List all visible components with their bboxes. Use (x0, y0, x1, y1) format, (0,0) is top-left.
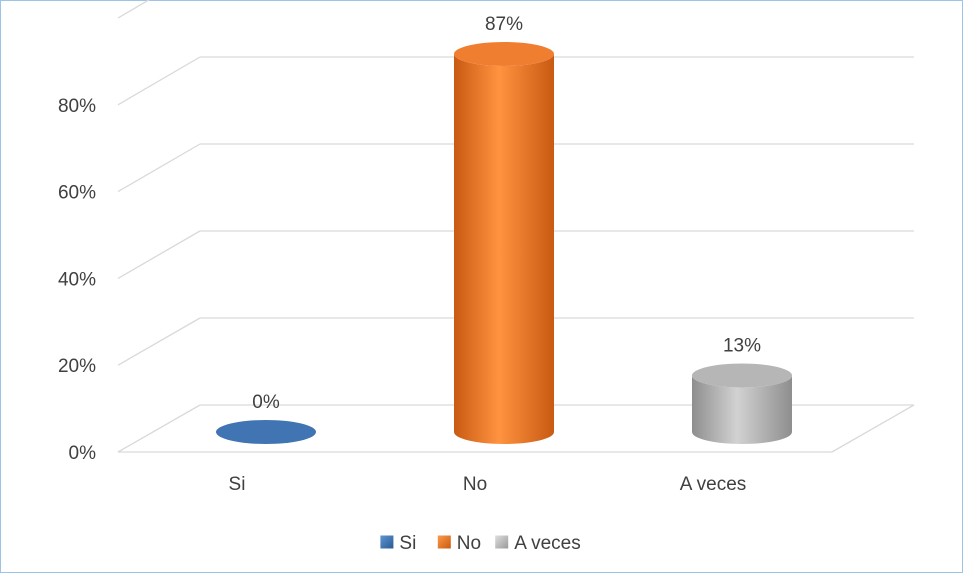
bars (216, 41, 792, 445)
y-tick-label: 20% (58, 356, 96, 377)
legend-label: No (457, 533, 481, 554)
y-tick-label: 40% (58, 269, 96, 290)
legend-label: Si (399, 533, 416, 554)
legend: Si No A veces (380, 533, 581, 554)
gridline-depth (117, 404, 201, 453)
category-label: A veces (680, 474, 747, 495)
legend-swatch (380, 535, 394, 549)
gridline-depth (117, 56, 201, 106)
bar-body (692, 375, 792, 444)
gridline-depth (117, 230, 201, 279)
legend-label: A veces (514, 533, 581, 554)
legend-swatch (495, 535, 509, 549)
legend-swatch (437, 535, 451, 549)
data-label: 13% (723, 336, 761, 357)
data-label: 0% (252, 392, 280, 413)
y-tick-label: 0% (69, 443, 97, 464)
data-label: 87% (485, 14, 523, 35)
labels: 0% 20% 40% 60% 80% 0% Si 87% No 13% A veces (58, 14, 761, 495)
y-tick-label: 80% (58, 96, 96, 117)
gridline-depth (117, 317, 201, 366)
category-label: Si (229, 474, 246, 495)
y-tick-label: 60% (58, 183, 96, 204)
bar-body (454, 53, 554, 445)
gridline-depth (117, 0, 151, 19)
floor-edge-depth (831, 404, 915, 453)
gridline-depth (117, 143, 201, 193)
bar-top (454, 41, 554, 66)
bar-top (692, 363, 792, 388)
category-label: No (463, 474, 487, 495)
gridlines (117, 0, 915, 453)
bar-top (216, 420, 316, 444)
